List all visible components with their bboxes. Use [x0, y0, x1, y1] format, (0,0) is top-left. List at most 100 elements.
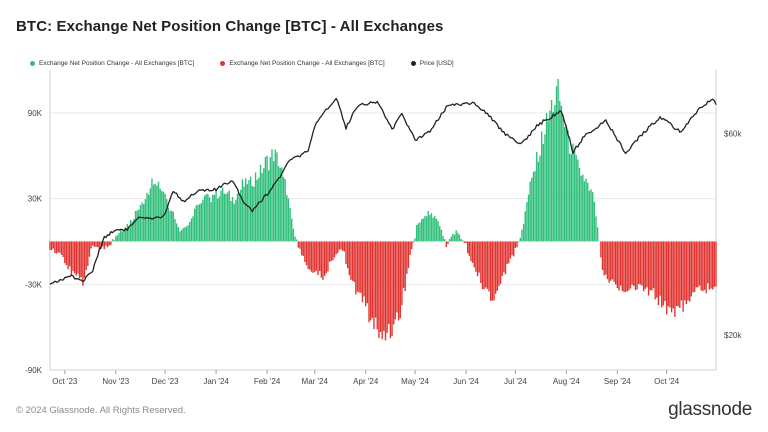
bar-negative — [330, 241, 332, 262]
bar-negative — [320, 241, 323, 278]
y2-tick-label: $60k — [724, 130, 742, 139]
bar-negative — [707, 241, 709, 284]
bar-positive — [152, 184, 155, 242]
bar-negative — [360, 241, 362, 293]
bar-positive — [434, 215, 436, 242]
bar-negative — [379, 241, 382, 333]
bar-negative — [611, 241, 614, 280]
bar-negative — [675, 241, 678, 306]
bar-positive — [440, 229, 443, 242]
bar-negative — [378, 241, 380, 338]
bar-positive — [217, 198, 219, 242]
bar-negative — [384, 241, 387, 341]
bar-positive — [149, 188, 151, 242]
bar-negative — [64, 241, 66, 264]
bar-negative — [700, 241, 702, 291]
bar-positive — [128, 226, 130, 242]
bar-positive — [261, 172, 263, 242]
bar-positive — [414, 238, 416, 242]
bar-negative — [366, 241, 369, 304]
bar-negative — [393, 241, 395, 325]
x-tick-label: Nov '23 — [102, 377, 129, 386]
bar-negative — [374, 241, 377, 318]
bar-positive — [595, 216, 597, 242]
bar-positive — [215, 188, 217, 242]
bar-positive — [208, 197, 211, 242]
bar-negative — [662, 241, 665, 306]
bar-positive — [277, 166, 280, 242]
bar-negative — [333, 241, 336, 258]
bar-positive — [443, 239, 446, 242]
bar-negative — [618, 241, 620, 291]
bar-positive — [425, 216, 428, 242]
legend-negative-dot — [220, 61, 226, 66]
bar-negative — [399, 241, 401, 319]
bar-positive — [218, 196, 221, 242]
bar-negative — [490, 241, 492, 301]
bar-negative — [83, 241, 86, 278]
bar-positive — [521, 229, 523, 242]
x-tick-label: Jun '24 — [453, 377, 479, 386]
bar-negative — [485, 241, 487, 288]
bar-positive — [143, 204, 145, 242]
legend-item-price[interactable]: Price [USD] — [410, 60, 454, 67]
bar-positive — [174, 218, 176, 242]
bar-positive — [572, 143, 574, 242]
bar-negative — [503, 241, 505, 273]
bar-negative — [55, 241, 58, 254]
bar-positive — [169, 210, 171, 242]
bar-positive — [545, 113, 548, 242]
legend-item-positive[interactable]: Exchange Net Position Change - All Excha… — [30, 60, 194, 67]
bar-negative — [97, 241, 99, 248]
bar-positive — [253, 186, 255, 242]
x-tick-label: Jan '24 — [203, 377, 229, 386]
bar-positive — [575, 155, 577, 242]
bar-negative — [606, 241, 609, 280]
bar-positive — [419, 222, 421, 242]
bar-negative — [383, 241, 385, 331]
bar-negative — [494, 241, 497, 294]
bar-negative — [713, 241, 716, 287]
bar-positive — [118, 232, 120, 242]
bar-positive — [271, 149, 273, 242]
bar-positive — [269, 157, 272, 242]
bar-positive — [151, 178, 153, 242]
bar-negative — [75, 241, 77, 276]
bar-positive — [587, 182, 589, 242]
bar-positive — [192, 216, 194, 242]
bar-positive — [529, 181, 531, 242]
legend-item-negative[interactable]: Exchange Net Position Change - All Excha… — [220, 60, 385, 67]
bar-positive — [221, 187, 224, 242]
bar-positive — [570, 154, 572, 242]
bar-negative — [335, 241, 337, 255]
bar-positive — [123, 229, 125, 242]
bar-positive — [182, 227, 184, 242]
bar-positive — [583, 181, 586, 242]
bar-negative — [644, 241, 646, 289]
bar-negative — [355, 241, 357, 295]
bar-negative — [323, 241, 326, 276]
bar-negative — [312, 241, 314, 273]
x-tick-label: Oct '24 — [654, 377, 680, 386]
bar-positive — [159, 188, 161, 242]
bar-positive — [292, 228, 295, 242]
bar-positive — [462, 240, 464, 242]
bar-negative — [342, 241, 344, 251]
bar-negative — [93, 241, 96, 247]
bar-negative — [371, 241, 373, 318]
bar-negative — [685, 241, 688, 305]
bar-positive — [549, 110, 551, 242]
bar-negative — [105, 241, 107, 246]
legend-positive-dot — [30, 61, 35, 66]
bar-positive — [248, 179, 250, 242]
bar-negative — [493, 241, 495, 301]
bar-positive — [190, 218, 193, 242]
legend-price-dot — [410, 61, 416, 66]
bar-negative — [356, 241, 359, 292]
bar-negative — [652, 241, 655, 289]
bar-negative — [514, 241, 517, 248]
bar-positive — [238, 192, 240, 242]
bar-negative — [613, 241, 615, 282]
bar-positive — [144, 199, 147, 242]
bar-negative — [601, 241, 604, 271]
